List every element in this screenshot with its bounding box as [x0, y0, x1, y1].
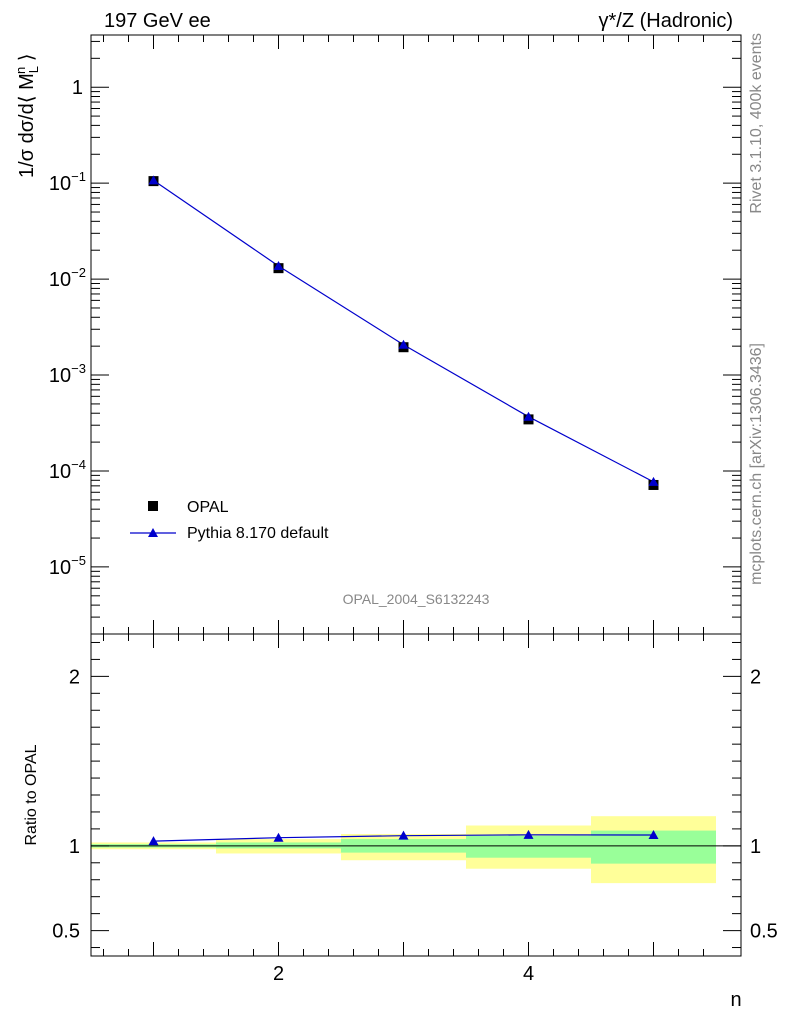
pythia-point: [648, 476, 659, 486]
ratio-series-marks: [148, 829, 659, 846]
ratio-uncertainty-bands: [91, 816, 741, 884]
pythia-point: [523, 411, 534, 421]
pythia-point: [398, 339, 409, 349]
header-right-label: γ*/Z (Hadronic): [599, 10, 733, 32]
main-y-tick-label: 10−5: [49, 553, 86, 579]
legend-pythia-label: Pythia 8.170 default: [187, 525, 329, 542]
ratio-y-tick-label-right: 1: [750, 836, 761, 858]
ratio-pythia-point: [523, 829, 534, 839]
main-y-tick-label: 10−2: [49, 265, 86, 291]
pythia-point: [148, 175, 159, 185]
ratio-y-tick-label-right: 2: [750, 666, 761, 688]
header-left-label: 197 GeV ee: [104, 10, 211, 32]
ratio-pythia-point: [273, 832, 284, 842]
main-y-tick-label: 1: [72, 77, 83, 99]
ratio-y-tick-label-left: 1: [69, 836, 80, 858]
main-series-marks: [148, 175, 659, 490]
legend-opal-marker: [148, 501, 158, 511]
main-series-lines: [153, 179, 654, 483]
ratio-y-axis-title: Ratio to OPAL: [23, 744, 40, 845]
main-y-tick-label: 10−4: [49, 457, 86, 483]
legend-pythia-marker: [148, 528, 158, 537]
main-y-axis-title: 1/σ dσ/d⟨ MLn ⟩: [13, 53, 41, 178]
main-y-tick-label: 10−3: [49, 361, 86, 387]
pythia-point: [273, 260, 284, 270]
stat-band-3: [466, 835, 591, 858]
x-tick-label: 4: [523, 963, 534, 985]
ratio-y-tick-label-left: 0.5: [52, 921, 80, 943]
rivet-label: Rivet 3.1.10, 400k events: [748, 33, 765, 214]
tick-labels: 1 10−1 10−2 10−3 10−4 10−5 0.5 0.5 1 1 2 2 2 4: [49, 77, 778, 985]
analysis-label: OPAL_2004_S6132243: [343, 591, 490, 607]
ratio-pythia-point: [148, 836, 159, 846]
main-panel-frame: [90, 34, 742, 635]
ratio-pythia-point: [648, 829, 659, 839]
ratio-pythia-point: [398, 830, 409, 840]
axis-ticks: [91, 35, 741, 956]
legend: OPAL Pythia 8.170 default: [130, 499, 329, 542]
x-axis-title: n: [730, 989, 741, 1011]
ratio-y-tick-label-left: 2: [69, 666, 80, 688]
x-tick-label: 2: [273, 963, 284, 985]
pythia-line: [153, 179, 654, 483]
legend-opal-label: OPAL: [187, 499, 229, 516]
ratio-y-tick-label-right: 0.5: [750, 921, 778, 943]
main-y-tick-label: 10−1: [49, 169, 86, 195]
mcplots-label: mcplots.cern.ch [arXiv:1306.3436]: [748, 343, 765, 585]
ratio-panel-frame: [90, 633, 742, 957]
